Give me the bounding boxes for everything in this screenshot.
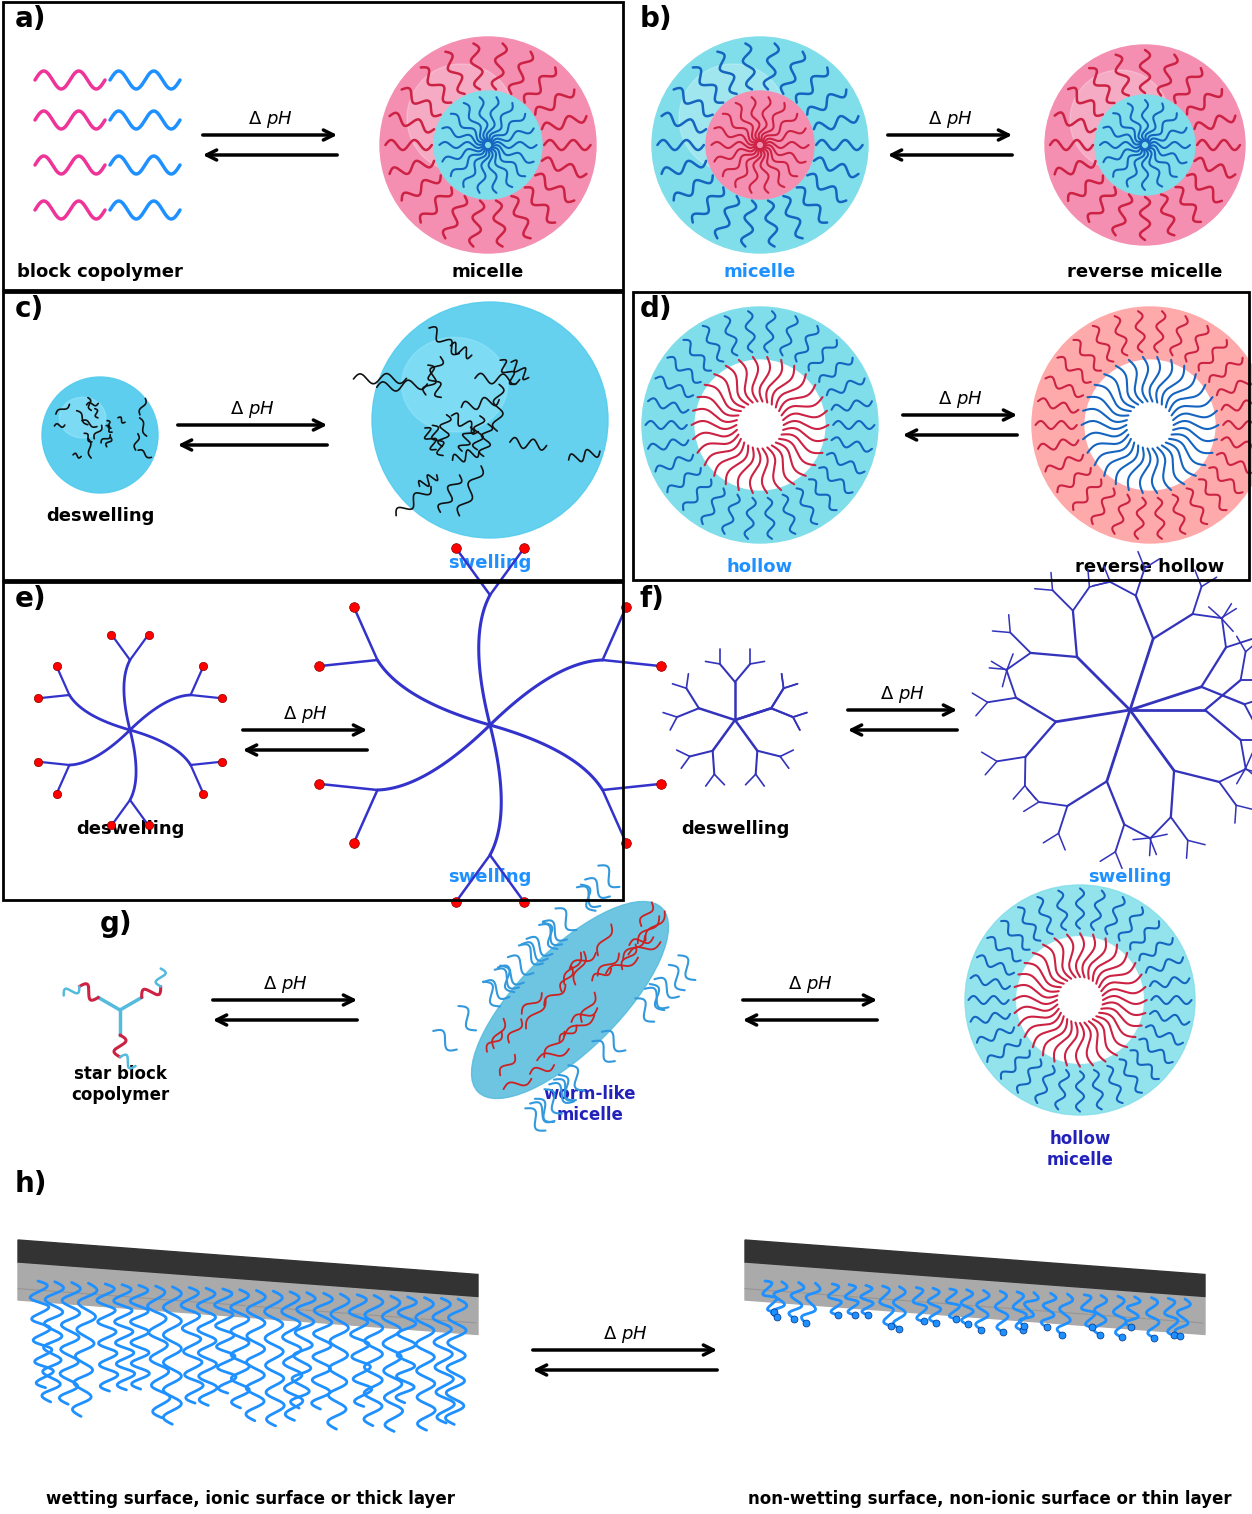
Text: reverse micelle: reverse micelle xyxy=(1067,263,1223,282)
Ellipse shape xyxy=(59,397,106,438)
Circle shape xyxy=(1045,45,1244,245)
Polygon shape xyxy=(18,1263,478,1334)
Text: swelling: swelling xyxy=(1088,868,1172,886)
Text: $\Delta\ \mathit{pH}$: $\Delta\ \mathit{pH}$ xyxy=(283,704,327,725)
Text: deswelling: deswelling xyxy=(681,821,789,839)
Text: $\Delta\ \mathit{pH}$: $\Delta\ \mathit{pH}$ xyxy=(938,389,983,410)
Text: deswelling: deswelling xyxy=(46,507,154,525)
Text: $\Delta\ \mathit{pH}$: $\Delta\ \mathit{pH}$ xyxy=(263,974,307,995)
Circle shape xyxy=(695,360,825,491)
Text: d): d) xyxy=(640,295,672,322)
Bar xyxy=(3,292,623,580)
Circle shape xyxy=(434,91,542,198)
Text: hollow: hollow xyxy=(727,559,793,575)
Text: $\Delta\ \mathit{pH}$: $\Delta\ \mathit{pH}$ xyxy=(788,974,833,995)
Polygon shape xyxy=(745,1240,1204,1296)
Text: $\Delta\ \mathit{pH}$: $\Delta\ \mathit{pH}$ xyxy=(230,400,275,419)
Polygon shape xyxy=(18,1240,478,1296)
Text: a): a) xyxy=(15,5,46,33)
Bar xyxy=(3,581,623,899)
Text: $\Delta\ \mathit{pH}$: $\Delta\ \mathit{pH}$ xyxy=(248,109,292,130)
Text: swelling: swelling xyxy=(448,554,532,572)
Text: swelling: swelling xyxy=(448,868,532,886)
Circle shape xyxy=(372,301,608,537)
Text: wetting surface, ionic surface or thick layer: wetting surface, ionic surface or thick … xyxy=(45,1490,454,1508)
Text: non-wetting surface, non-ionic surface or thin layer: non-wetting surface, non-ionic surface o… xyxy=(749,1490,1232,1508)
Circle shape xyxy=(965,886,1194,1114)
Circle shape xyxy=(381,36,596,253)
Polygon shape xyxy=(745,1263,1204,1334)
Text: h): h) xyxy=(15,1170,48,1198)
Bar xyxy=(634,292,1249,580)
Text: block copolymer: block copolymer xyxy=(18,263,183,282)
Text: c): c) xyxy=(15,295,44,322)
Circle shape xyxy=(706,91,814,198)
Text: f): f) xyxy=(640,584,665,613)
Text: $\Delta\ \mathit{pH}$: $\Delta\ \mathit{pH}$ xyxy=(928,109,973,130)
Circle shape xyxy=(642,307,878,544)
Circle shape xyxy=(652,36,868,253)
Text: worm-like
micelle: worm-like micelle xyxy=(543,1086,636,1123)
Text: micelle: micelle xyxy=(724,263,796,282)
Circle shape xyxy=(1085,360,1214,491)
Text: hollow
micelle: hollow micelle xyxy=(1047,1129,1113,1169)
Ellipse shape xyxy=(472,901,669,1099)
Ellipse shape xyxy=(679,64,788,173)
Circle shape xyxy=(1096,95,1194,195)
Text: star block
copolymer: star block copolymer xyxy=(71,1064,169,1104)
Circle shape xyxy=(1017,937,1143,1063)
Circle shape xyxy=(43,377,158,494)
Text: $\Delta\ \mathit{pH}$: $\Delta\ \mathit{pH}$ xyxy=(602,1325,647,1344)
Bar xyxy=(3,2,623,291)
Text: micelle: micelle xyxy=(452,263,525,282)
Ellipse shape xyxy=(402,338,508,431)
Text: reverse hollow: reverse hollow xyxy=(1075,559,1224,575)
Ellipse shape xyxy=(1070,70,1171,170)
Text: $\Delta\ \mathit{pH}$: $\Delta\ \mathit{pH}$ xyxy=(880,684,925,706)
Text: e): e) xyxy=(15,584,46,613)
Text: deswelling: deswelling xyxy=(76,821,184,839)
Text: b): b) xyxy=(640,5,672,33)
Text: g): g) xyxy=(100,910,133,939)
Circle shape xyxy=(1032,307,1252,544)
Ellipse shape xyxy=(407,64,515,173)
